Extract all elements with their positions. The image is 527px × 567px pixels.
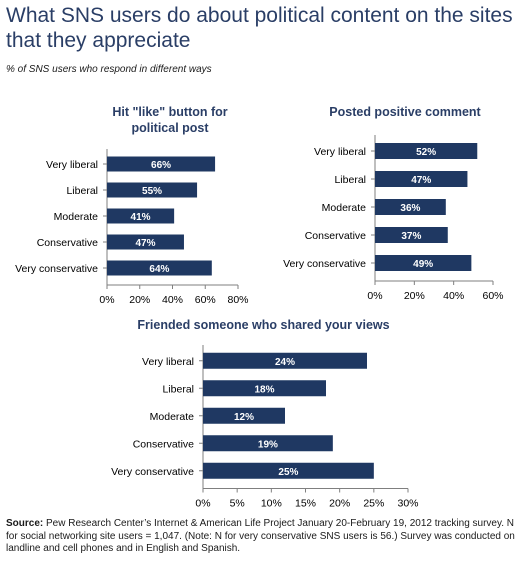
category-label: Very liberal — [314, 146, 366, 158]
x-tick-label: 60% — [195, 294, 216, 306]
data-label: 36% — [400, 203, 420, 214]
chart-positive-comment: Very liberal 52% Liberal 47% Moderate 36% Cons… — [283, 135, 504, 302]
data-label: 66% — [151, 160, 171, 171]
x-tick-label: 60% — [482, 290, 503, 302]
x-tick-label: 20% — [404, 290, 425, 302]
bar — [107, 260, 212, 276]
bar — [107, 208, 175, 224]
category-label: Liberal — [162, 383, 194, 395]
bar — [375, 199, 446, 215]
category-label: Very liberal — [46, 159, 98, 171]
category-label: Moderate — [150, 411, 195, 423]
category-label: Very liberal — [142, 356, 194, 368]
bar — [375, 143, 478, 159]
x-tick-label: 0% — [99, 294, 114, 306]
category-label: Very conservative — [283, 258, 366, 270]
x-tick-label: 20% — [129, 294, 150, 306]
x-tick-label: 15% — [295, 498, 316, 510]
source-note: Source: Pew Research Center’s Internet &… — [6, 518, 521, 556]
x-tick-label: 0% — [367, 290, 382, 302]
page-subtitle: % of SNS users who respond in different … — [6, 64, 212, 75]
data-label: 19% — [258, 439, 278, 450]
x-tick-label: 40% — [443, 290, 464, 302]
x-tick-label: 80% — [227, 294, 248, 306]
source-text: Pew Research Center’s Internet & America… — [6, 518, 515, 554]
bar — [203, 407, 285, 424]
x-tick-label: 40% — [162, 294, 183, 306]
category-label: Conservative — [305, 230, 366, 242]
data-label: 49% — [413, 259, 433, 270]
page-title: What SNS users do about political conten… — [6, 4, 513, 52]
chart-1-title: Hit "like" button for political post — [112, 105, 228, 135]
data-label: 37% — [401, 231, 421, 242]
category-label: Very conservative — [111, 466, 194, 478]
x-tick-label: 30% — [397, 498, 418, 510]
data-label: 47% — [135, 238, 155, 249]
data-label: 64% — [149, 264, 169, 275]
bar — [375, 171, 468, 187]
category-label: Very conservative — [15, 263, 98, 275]
bar — [203, 352, 367, 369]
category-label: Conservative — [37, 237, 98, 249]
category-label: Liberal — [334, 174, 366, 186]
bar — [375, 227, 448, 243]
data-label: 55% — [142, 186, 162, 197]
x-tick-label: 5% — [230, 498, 245, 510]
data-label: 12% — [234, 412, 254, 423]
bar — [203, 380, 326, 397]
bar — [107, 156, 216, 172]
data-label: 52% — [416, 147, 436, 158]
x-tick-label: 10% — [261, 498, 282, 510]
x-tick-label: 0% — [195, 498, 210, 510]
data-label: 18% — [254, 384, 274, 395]
category-label: Conservative — [133, 438, 194, 450]
bar — [203, 462, 374, 479]
chart-like-button: Very liberal 66% Liberal 55% Moderate 41% Cons… — [15, 149, 249, 306]
x-tick-label: 20% — [329, 498, 350, 510]
source-label: Source: — [6, 518, 44, 529]
data-label: 25% — [278, 467, 298, 478]
chart-friended: Very liberal 24% Liberal 18% Moderate 12% Cons… — [111, 345, 419, 510]
bar — [107, 182, 198, 198]
x-tick-label: 25% — [363, 498, 384, 510]
chart-3-title: Friended someone who shared your views — [137, 318, 390, 332]
bar — [375, 255, 472, 271]
category-label: Liberal — [66, 185, 98, 197]
bar — [107, 234, 184, 250]
chart-2-title: Posted positive comment — [329, 105, 481, 119]
data-label: 24% — [275, 357, 295, 368]
data-label: 47% — [411, 175, 431, 186]
category-label: Moderate — [54, 211, 99, 223]
data-label: 41% — [131, 212, 151, 223]
bar — [203, 435, 333, 452]
category-label: Moderate — [322, 202, 367, 214]
